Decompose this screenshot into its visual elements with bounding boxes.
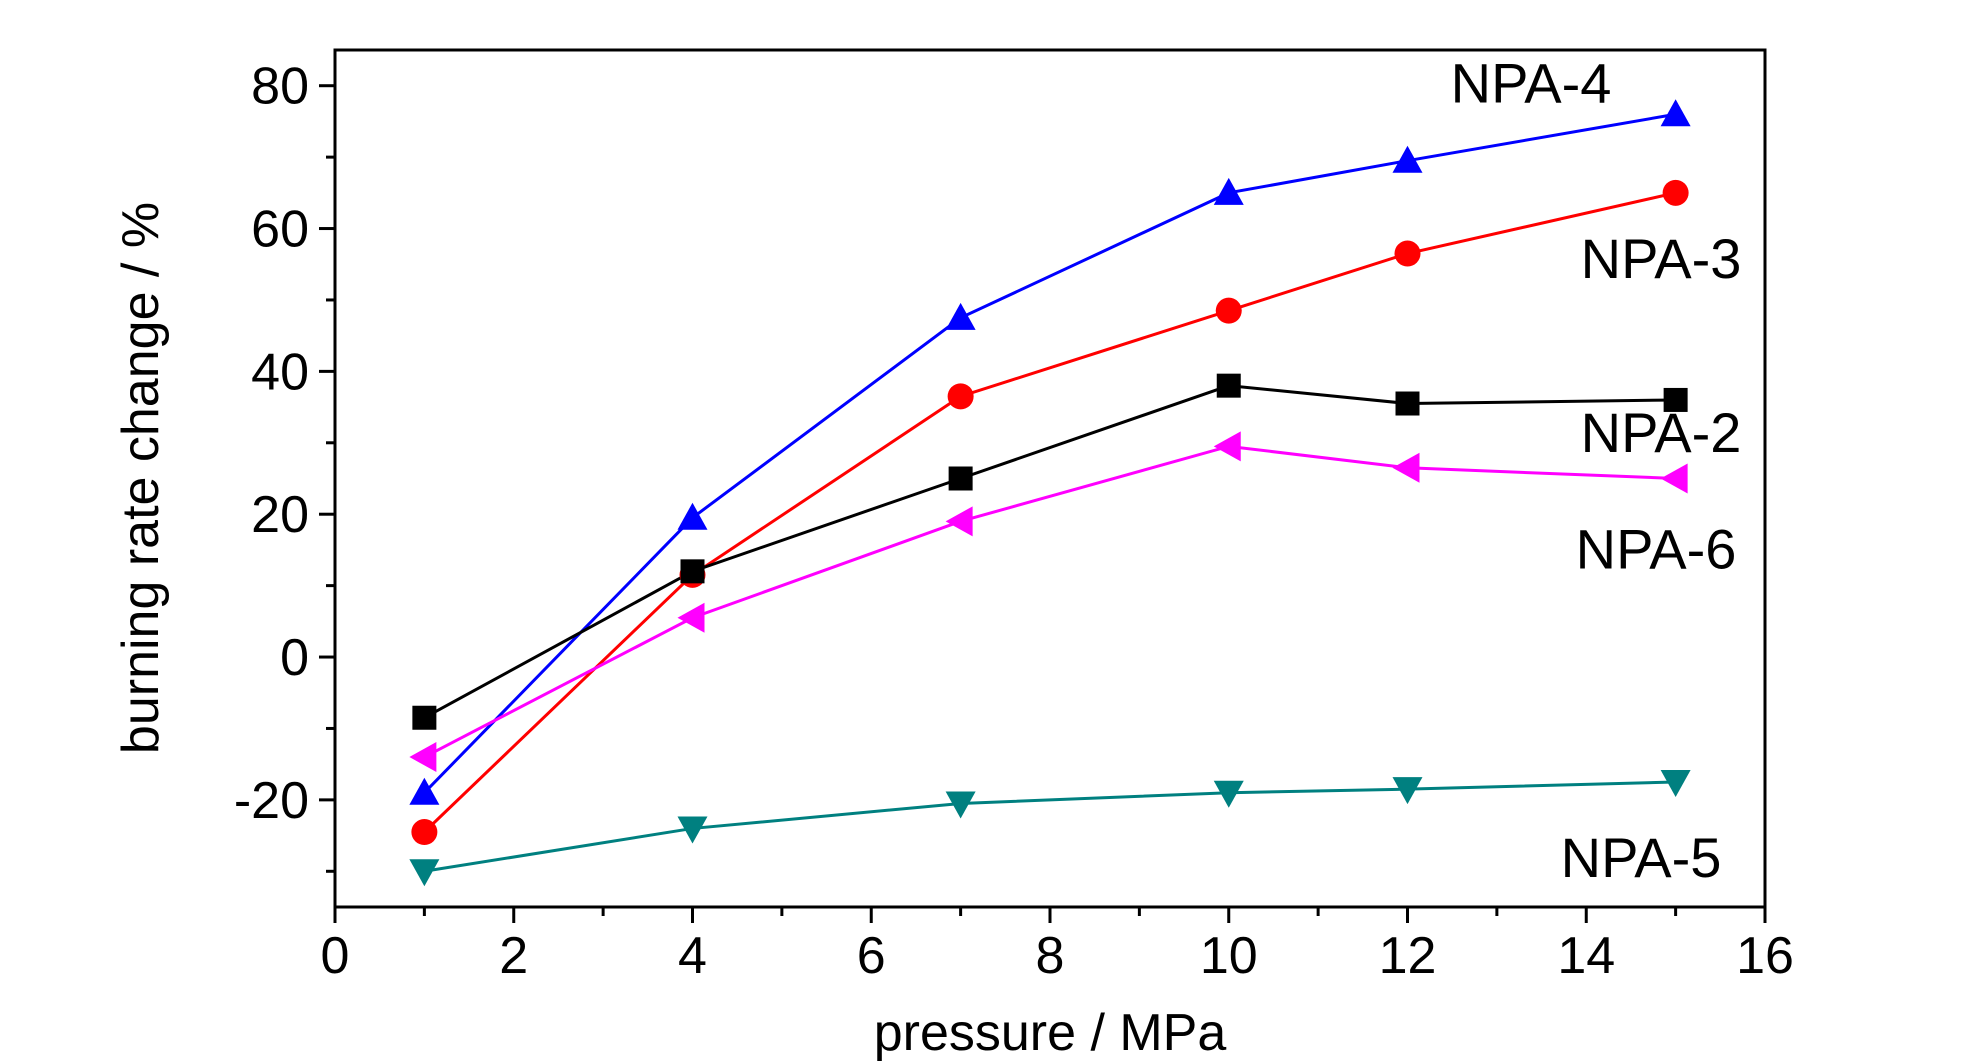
point-npa-3 bbox=[1215, 297, 1242, 324]
x-tick-label: 6 bbox=[857, 927, 886, 985]
series-labels: NPA-4 NPA-3 NPA-2 NPA-6 NPA-5 bbox=[1451, 51, 1742, 889]
x-tick-label: 12 bbox=[1379, 927, 1437, 985]
point-npa-2 bbox=[1395, 391, 1420, 416]
y-tick-label: 40 bbox=[251, 343, 309, 401]
point-npa-6 bbox=[409, 742, 437, 773]
y-tick-label: 20 bbox=[251, 486, 309, 544]
point-npa-6 bbox=[677, 602, 705, 633]
series-label-npa-3: NPA-3 bbox=[1581, 227, 1742, 290]
point-npa-5 bbox=[1660, 770, 1691, 798]
x-tick-label: 10 bbox=[1200, 927, 1258, 985]
series-line-npa-6 bbox=[423, 444, 1676, 759]
point-npa-3 bbox=[947, 383, 974, 410]
series-line-npa-4 bbox=[423, 112, 1676, 794]
axis-ticks bbox=[319, 84, 1767, 923]
point-npa-5 bbox=[409, 859, 440, 887]
point-npa-3 bbox=[1662, 179, 1689, 206]
point-npa-4 bbox=[1392, 145, 1423, 173]
point-npa-3 bbox=[1394, 240, 1421, 267]
tick-labels: 0 2 4 6 8 10 12 14 16 -20 0 20 40 60 80 bbox=[234, 58, 1794, 985]
point-npa-6 bbox=[945, 506, 973, 537]
x-tick-label: 4 bbox=[678, 927, 707, 985]
point-npa-3 bbox=[411, 819, 438, 846]
point-npa-5 bbox=[1392, 777, 1423, 805]
series-markers bbox=[409, 99, 1691, 887]
y-tick-label: -20 bbox=[234, 772, 309, 830]
series-label-npa-5: NPA-5 bbox=[1561, 826, 1722, 889]
series-label-npa-2: NPA-2 bbox=[1581, 401, 1742, 464]
series-label-npa-6: NPA-6 bbox=[1576, 518, 1737, 581]
x-tick-label: 2 bbox=[499, 927, 528, 985]
point-npa-4 bbox=[677, 502, 708, 530]
point-npa-4 bbox=[1213, 177, 1244, 205]
x-tick-label: 16 bbox=[1736, 927, 1794, 985]
series-line-npa-3 bbox=[423, 191, 1676, 834]
point-npa-2 bbox=[1663, 387, 1688, 412]
point-npa-5 bbox=[1213, 780, 1244, 808]
point-npa-2 bbox=[680, 559, 705, 584]
y-tick-label: 60 bbox=[251, 201, 309, 259]
x-axis-label: pressure / MPa bbox=[874, 1004, 1227, 1062]
point-npa-2 bbox=[412, 705, 437, 730]
point-npa-2 bbox=[948, 466, 973, 491]
point-npa-4 bbox=[409, 777, 440, 805]
plot-frame bbox=[333, 48, 1767, 909]
x-tick-label: 0 bbox=[321, 927, 350, 985]
y-tick-label: 0 bbox=[280, 629, 309, 687]
y-axis-label: burning rate change / % bbox=[112, 202, 170, 754]
x-tick-label: 14 bbox=[1557, 927, 1615, 985]
series-lines bbox=[423, 112, 1676, 873]
point-npa-4 bbox=[1660, 99, 1691, 127]
series-line-npa-5 bbox=[424, 780, 1676, 873]
point-npa-6 bbox=[1213, 431, 1241, 462]
y-tick-label: 80 bbox=[251, 58, 309, 116]
point-npa-4 bbox=[945, 302, 976, 330]
x-tick-label: 8 bbox=[1036, 927, 1065, 985]
series-line-npa-2 bbox=[423, 384, 1676, 720]
series-label-npa-4: NPA-4 bbox=[1451, 51, 1612, 114]
point-npa-2 bbox=[1216, 373, 1241, 398]
point-npa-6 bbox=[1660, 463, 1688, 494]
point-npa-6 bbox=[1392, 452, 1420, 483]
point-npa-5 bbox=[945, 791, 976, 819]
point-npa-5 bbox=[677, 816, 708, 844]
